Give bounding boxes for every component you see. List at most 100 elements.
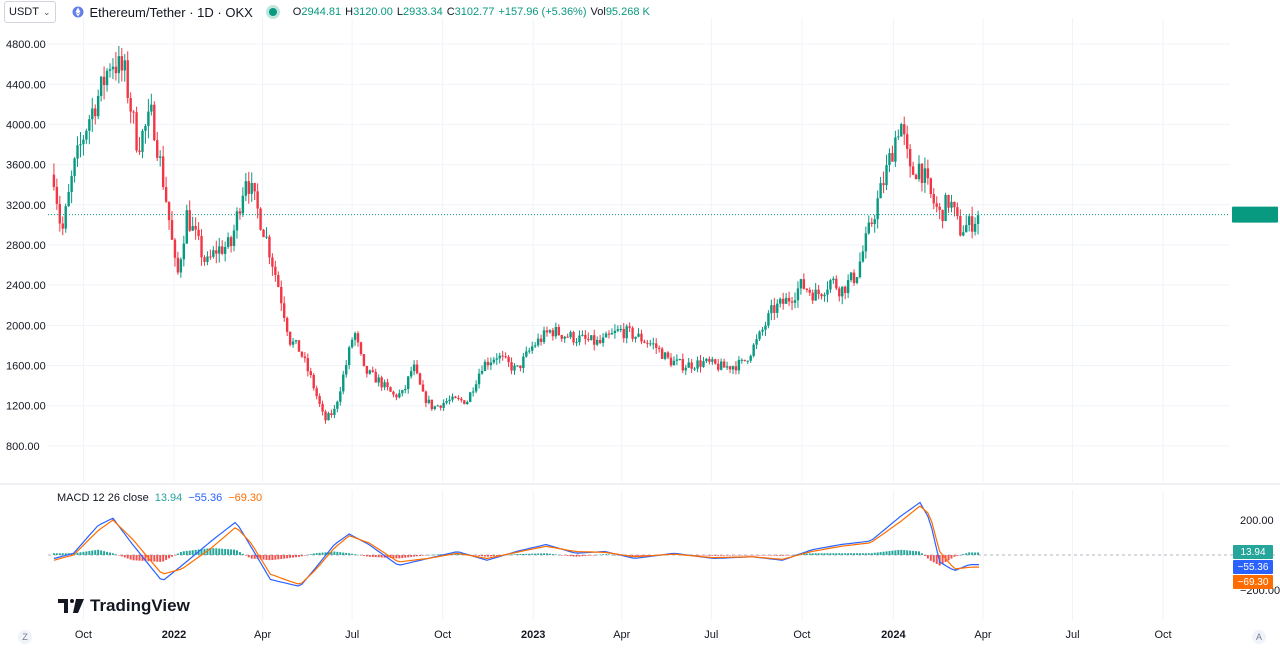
candle-body bbox=[900, 124, 903, 137]
candle-body bbox=[820, 294, 823, 297]
candle-body bbox=[409, 371, 413, 377]
macd-hist-bar bbox=[631, 555, 634, 557]
candle-body bbox=[153, 104, 156, 141]
candle-body bbox=[929, 178, 933, 195]
candle-body bbox=[427, 399, 431, 404]
macd-hist-bar bbox=[525, 553, 528, 555]
macd-hist-bar bbox=[153, 555, 156, 562]
macd-hist-bar bbox=[726, 555, 729, 556]
time-tick-label: Oct bbox=[434, 629, 451, 641]
market-open-indicator bbox=[268, 8, 277, 16]
macd-hist-bar bbox=[97, 549, 100, 555]
candle-body bbox=[702, 361, 705, 367]
macd-hist-bar bbox=[345, 552, 348, 555]
candle-body bbox=[483, 361, 487, 372]
macd-hist-bar bbox=[962, 554, 965, 555]
macd-hist-bar bbox=[475, 555, 478, 556]
candle-body bbox=[454, 396, 457, 399]
candle-body bbox=[539, 338, 543, 342]
candle-body bbox=[858, 261, 862, 278]
macd-hist-bar bbox=[173, 555, 176, 556]
candle-body bbox=[681, 359, 684, 371]
candle-body bbox=[167, 201, 171, 221]
macd-hist-bar bbox=[977, 552, 980, 555]
macd-hist-bar bbox=[141, 555, 144, 561]
candle-body bbox=[306, 358, 310, 372]
candle-body bbox=[652, 343, 655, 345]
macd-hist-bar bbox=[734, 555, 737, 556]
macd-hist-bar bbox=[495, 555, 498, 556]
candle-body bbox=[752, 344, 755, 356]
candle-body bbox=[613, 330, 617, 334]
macd-hist-bar bbox=[519, 554, 522, 555]
candle-body bbox=[108, 69, 112, 71]
macd-hist-bar bbox=[321, 552, 324, 555]
macd-hist-bar bbox=[85, 551, 88, 555]
candle-body bbox=[666, 352, 670, 358]
candle-body bbox=[587, 338, 590, 340]
macd-hist-bar bbox=[915, 551, 918, 555]
candle-body bbox=[421, 384, 425, 392]
candle-body bbox=[185, 210, 188, 244]
candle-body bbox=[728, 366, 732, 370]
candle-body bbox=[882, 183, 885, 186]
candle-body bbox=[855, 277, 859, 283]
macd-hist-bar bbox=[135, 555, 138, 561]
macd-hist-bar bbox=[268, 555, 271, 561]
candle-body bbox=[141, 130, 144, 152]
candle-body bbox=[891, 153, 894, 162]
auto-scale-button[interactable]: A bbox=[1252, 630, 1266, 644]
candle-body bbox=[513, 365, 516, 371]
macd-hist-bar bbox=[634, 555, 637, 557]
candle-body bbox=[88, 119, 91, 131]
candle-body bbox=[445, 401, 448, 403]
candle-body bbox=[345, 365, 348, 375]
candle-body bbox=[247, 181, 250, 194]
macd-hist-bar bbox=[755, 555, 758, 556]
candle-body bbox=[126, 60, 129, 99]
zoom-toggle-button[interactable]: Z bbox=[18, 630, 32, 644]
candle-body bbox=[235, 211, 239, 231]
candle-body bbox=[705, 358, 708, 362]
macd-hist-bar bbox=[566, 555, 569, 556]
macd-hist-bar bbox=[303, 555, 306, 556]
candle-body bbox=[802, 279, 806, 289]
macd-hist-bar bbox=[731, 555, 734, 556]
candle-body bbox=[99, 76, 103, 96]
macd-hist-bar bbox=[230, 549, 233, 555]
macd-hist-bar bbox=[309, 554, 312, 555]
candle-body bbox=[835, 278, 838, 289]
macd-hist-bar bbox=[953, 555, 956, 557]
macd-line-value: −55.36 bbox=[188, 492, 223, 504]
macd-hist-bar bbox=[841, 553, 844, 555]
macd-hist-bar bbox=[365, 555, 368, 557]
candle-body bbox=[873, 219, 876, 224]
candle-body bbox=[542, 330, 546, 342]
candle-body bbox=[342, 374, 345, 392]
macd-hist-bar bbox=[168, 555, 171, 559]
macd-hist-bar bbox=[791, 555, 794, 556]
candle-body bbox=[525, 351, 528, 357]
price-tick-label: 800.00 bbox=[6, 441, 40, 453]
macd-title[interactable]: MACD 12 26 close bbox=[57, 492, 149, 504]
candle-body bbox=[194, 226, 197, 230]
symbol-title[interactable]: Ethereum/Tether · 1D · OKX bbox=[89, 4, 253, 20]
candle-body bbox=[294, 340, 298, 342]
candle-body bbox=[300, 351, 304, 357]
tradingview-logo[interactable]: TradingView bbox=[58, 596, 190, 616]
candle-body bbox=[852, 272, 856, 283]
candle-body bbox=[173, 239, 177, 258]
candle-body bbox=[347, 347, 351, 366]
candle-body bbox=[590, 335, 593, 340]
candle-body bbox=[164, 187, 168, 202]
candle-body bbox=[519, 365, 522, 369]
macd-hist-tag: 13.94 bbox=[1233, 545, 1273, 559]
macd-hist-bar bbox=[416, 555, 419, 557]
price-tick-label: 2000.00 bbox=[6, 320, 46, 332]
macd-hist-bar bbox=[386, 555, 389, 558]
time-tick-label: Oct bbox=[75, 629, 92, 641]
candle-body bbox=[693, 368, 696, 370]
macd-hist-bar bbox=[903, 550, 906, 555]
currency-select[interactable]: USDT ⌄ bbox=[4, 1, 56, 23]
